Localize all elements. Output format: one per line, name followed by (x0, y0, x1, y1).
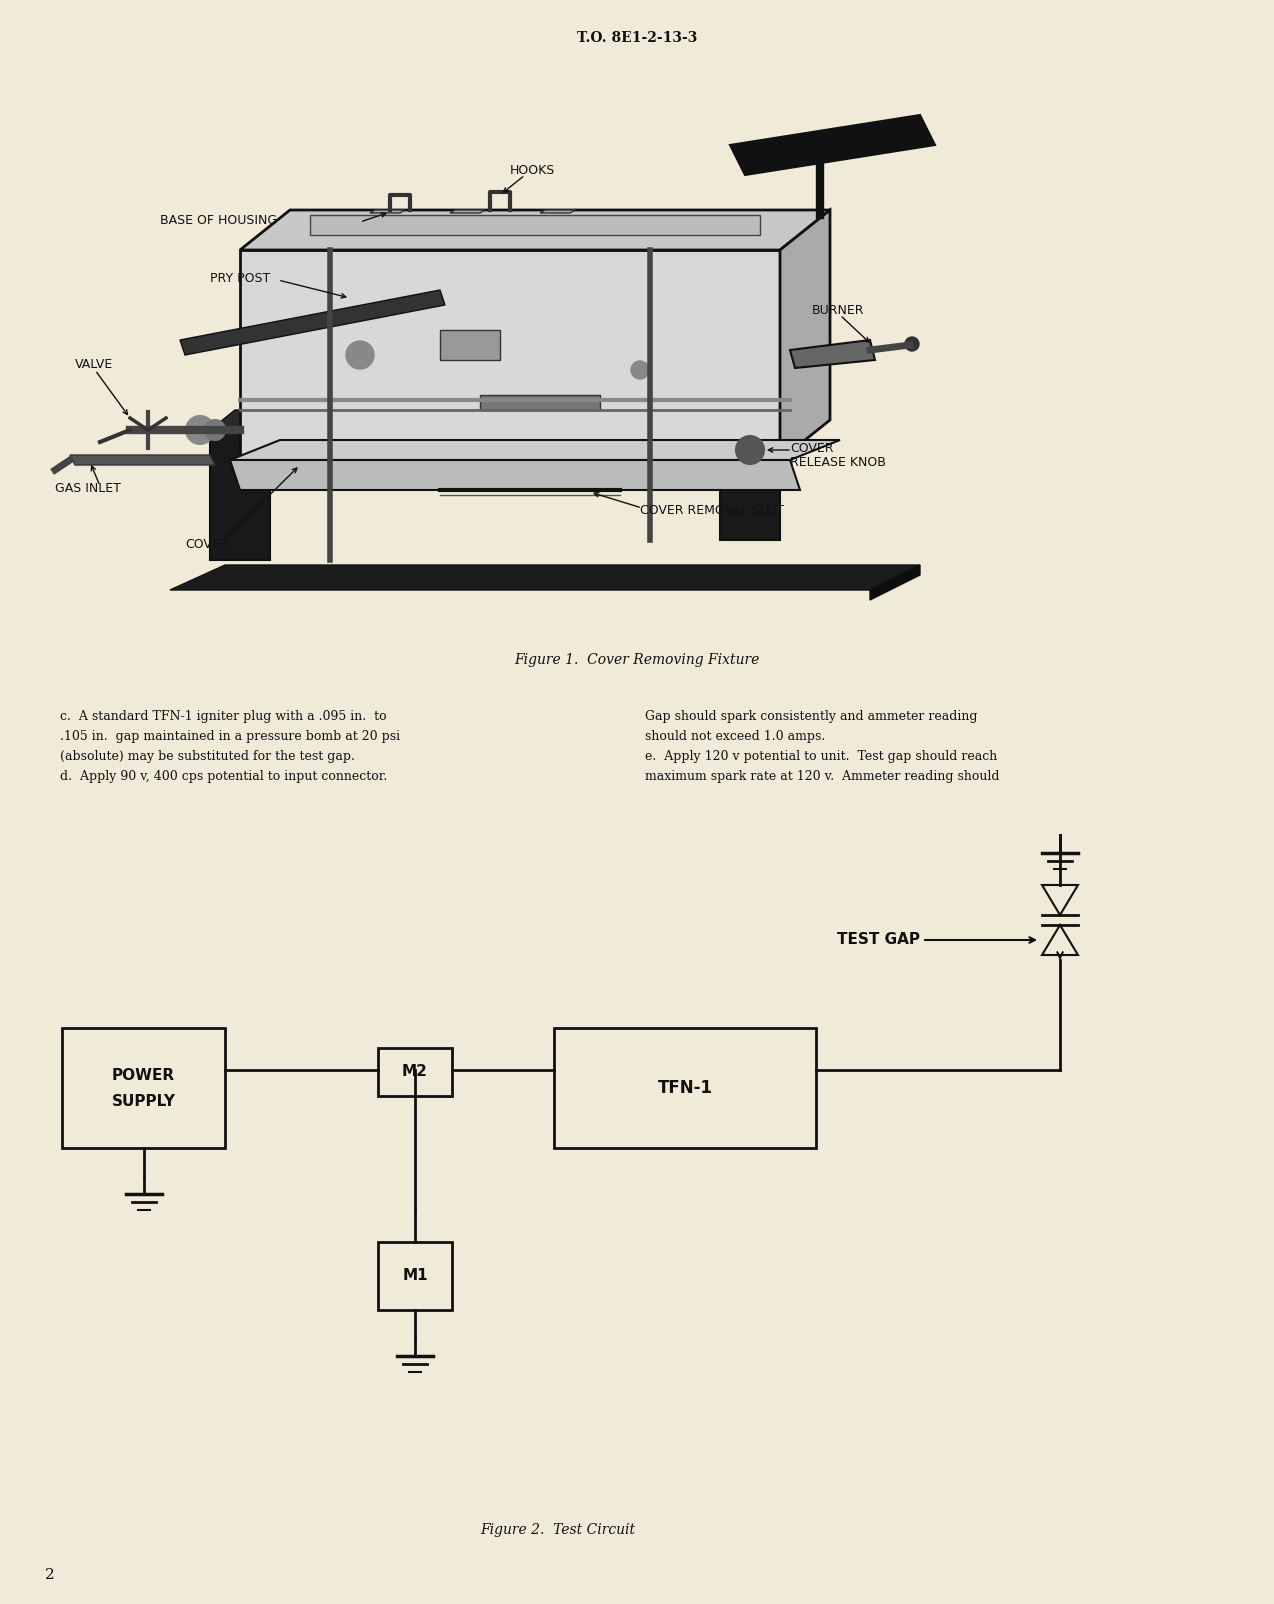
Polygon shape (730, 115, 935, 175)
Circle shape (905, 337, 919, 351)
Text: Figure 1.  Cover Removing Fixture: Figure 1. Cover Removing Fixture (515, 653, 759, 667)
Text: HANDLE: HANDLE (870, 124, 922, 136)
Text: RELEASE KNOB: RELEASE KNOB (790, 457, 885, 470)
Polygon shape (780, 210, 829, 460)
Circle shape (347, 342, 375, 369)
Polygon shape (450, 210, 485, 213)
Bar (62, 1028, 225, 1148)
Text: should not exceed 1.0 amps.: should not exceed 1.0 amps. (645, 730, 826, 743)
Text: e.  Apply 120 v potential to unit.  Test gap should reach: e. Apply 120 v potential to unit. Test g… (645, 751, 998, 764)
Polygon shape (231, 439, 840, 460)
Text: BURNER: BURNER (812, 303, 865, 316)
Polygon shape (180, 290, 445, 354)
Polygon shape (480, 395, 600, 411)
Text: maximum spark rate at 120 v.  Ammeter reading should: maximum spark rate at 120 v. Ammeter rea… (645, 770, 1000, 783)
Polygon shape (870, 565, 920, 600)
Text: 2: 2 (45, 1569, 55, 1582)
Polygon shape (210, 430, 270, 560)
Text: Figure 2.  Test Circuit: Figure 2. Test Circuit (480, 1524, 636, 1537)
Polygon shape (720, 380, 800, 399)
Circle shape (186, 415, 214, 444)
Polygon shape (369, 210, 405, 213)
Bar (378, 1241, 452, 1310)
Polygon shape (210, 411, 296, 430)
Text: COVER: COVER (185, 539, 228, 552)
Text: POWER: POWER (112, 1068, 175, 1083)
Circle shape (205, 420, 225, 439)
Text: GAS INLET: GAS INLET (55, 481, 121, 494)
Polygon shape (540, 210, 575, 213)
Bar (378, 1047, 452, 1096)
Text: M1: M1 (403, 1269, 428, 1283)
Polygon shape (169, 565, 920, 590)
Polygon shape (240, 250, 780, 460)
Text: COVER: COVER (790, 441, 833, 454)
Polygon shape (231, 460, 800, 489)
Text: TFN-1: TFN-1 (657, 1079, 712, 1097)
Text: .105 in.  gap maintained in a pressure bomb at 20 psi: .105 in. gap maintained in a pressure bo… (60, 730, 400, 743)
Text: M2: M2 (403, 1065, 428, 1079)
Polygon shape (790, 340, 875, 367)
Text: TEST GAP: TEST GAP (837, 932, 920, 948)
Text: d.  Apply 90 v, 400 cps potential to input connector.: d. Apply 90 v, 400 cps potential to inpu… (60, 770, 387, 783)
Text: PRY POST: PRY POST (210, 271, 270, 284)
Text: (absolute) may be substituted for the test gap.: (absolute) may be substituted for the te… (60, 751, 355, 764)
Polygon shape (720, 399, 780, 541)
Polygon shape (240, 210, 829, 250)
Bar (554, 1028, 817, 1148)
Circle shape (631, 361, 648, 379)
Text: c.  A standard TFN-1 igniter plug with a .095 in.  to: c. A standard TFN-1 igniter plug with a … (60, 711, 386, 723)
Polygon shape (310, 215, 761, 236)
Text: HOOKS: HOOKS (510, 164, 555, 176)
Polygon shape (70, 456, 215, 465)
Bar (440, 330, 499, 359)
Circle shape (736, 436, 764, 464)
Text: Gap should spark consistently and ammeter reading: Gap should spark consistently and ammete… (645, 711, 977, 723)
Text: BASE OF HOUSING: BASE OF HOUSING (161, 213, 278, 226)
Text: T.O. 8E1-2-13-3: T.O. 8E1-2-13-3 (577, 30, 697, 45)
Text: COVER REMOVAL SLOT: COVER REMOVAL SLOT (640, 504, 784, 516)
Text: SUPPLY: SUPPLY (112, 1094, 176, 1110)
Text: VALVE: VALVE (75, 359, 113, 372)
